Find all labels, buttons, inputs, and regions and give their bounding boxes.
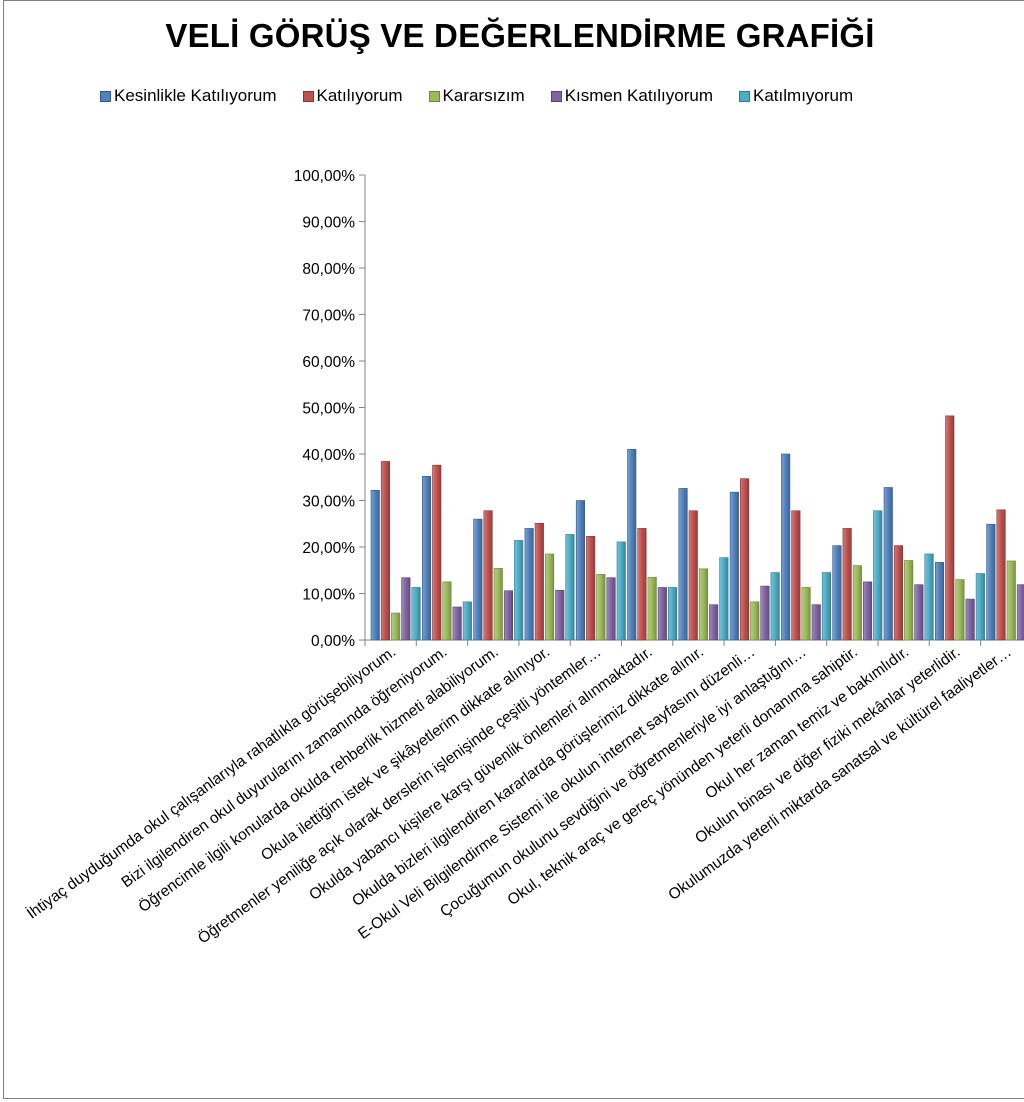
bar xyxy=(719,557,729,641)
bar xyxy=(770,572,780,641)
bar xyxy=(442,581,452,641)
bar xyxy=(401,577,411,641)
legend-swatch-3 xyxy=(428,90,440,102)
legend-item-5: Katılmıyorum xyxy=(739,86,853,106)
bar xyxy=(473,518,483,641)
bar xyxy=(862,581,873,641)
bar xyxy=(996,509,1006,641)
bar xyxy=(924,553,934,641)
bar xyxy=(811,604,821,641)
bar xyxy=(524,528,534,641)
bar xyxy=(380,461,391,641)
bar xyxy=(852,565,862,641)
bar xyxy=(821,572,832,641)
bar xyxy=(514,540,524,641)
bar xyxy=(750,601,760,641)
bar xyxy=(667,587,678,641)
legend-label-1: Kesinlikle Katılıyorum xyxy=(114,86,277,105)
bar xyxy=(657,587,667,641)
y-tick-label: 40,00% xyxy=(302,447,355,464)
bar xyxy=(904,560,914,641)
y-tick-label: 20,00% xyxy=(302,540,355,557)
bar xyxy=(462,601,472,641)
legend-swatch-5 xyxy=(739,90,751,102)
bar xyxy=(493,568,503,641)
chart-legend: Kesinlikle Katılıyorum Katılıyorum Karar… xyxy=(100,86,853,106)
bar xyxy=(616,541,626,641)
legend-item-3: Kararsızım xyxy=(428,86,525,106)
legend-label-3: Kararsızım xyxy=(442,86,525,105)
y-tick-label: 60,00% xyxy=(302,354,355,371)
bar xyxy=(586,536,596,641)
bar xyxy=(842,528,852,641)
legend-label-4: Kısmen Katılıyorum xyxy=(564,86,714,105)
legend-item-1: Kesinlikle Katılıyorum xyxy=(100,86,277,106)
bar xyxy=(801,587,811,641)
bar xyxy=(678,488,688,641)
y-tick-label: 70,00% xyxy=(302,308,355,325)
bar xyxy=(637,528,647,641)
bar xyxy=(955,579,965,641)
chart-title: VELİ GÖRÜŞ VE DEĞERLENDİRME GRAFİĞİ xyxy=(165,17,875,54)
bar xyxy=(709,604,719,641)
bar xyxy=(975,573,985,641)
legend-label-5: Katılmıyorum xyxy=(753,86,854,105)
legend-swatch-4 xyxy=(550,90,562,102)
bar xyxy=(883,487,893,641)
bar xyxy=(647,576,657,641)
legend-label-2: Katılıyorum xyxy=(316,86,403,105)
bar xyxy=(832,545,842,641)
bar xyxy=(986,523,996,641)
bar xyxy=(575,500,586,641)
bar xyxy=(432,464,442,641)
bar xyxy=(781,453,791,641)
bar xyxy=(606,577,616,641)
legend-swatch-2 xyxy=(302,90,314,102)
bar xyxy=(688,510,698,641)
bar xyxy=(411,587,421,641)
bar xyxy=(555,589,565,641)
bar xyxy=(565,534,575,641)
bar xyxy=(893,545,904,641)
bar xyxy=(503,590,514,641)
legend-item-4: Kısmen Katılıyorum xyxy=(550,86,714,106)
bar xyxy=(965,598,975,641)
y-tick-label: 90,00% xyxy=(302,215,355,232)
bar xyxy=(596,574,606,641)
legend-swatch-1 xyxy=(100,90,111,102)
bar xyxy=(452,606,462,641)
bar xyxy=(760,585,770,641)
bar xyxy=(421,476,432,641)
bar xyxy=(627,449,637,641)
y-tick-label: 50,00% xyxy=(302,401,355,418)
bar xyxy=(934,562,945,641)
y-tick-label: 100,00% xyxy=(294,168,355,185)
bar xyxy=(873,510,883,641)
bar xyxy=(370,489,380,641)
legend-item-2: Katılıyorum xyxy=(302,86,403,106)
bar xyxy=(391,612,401,641)
bar xyxy=(698,568,709,641)
y-tick-label: 10,00% xyxy=(302,587,355,604)
bar xyxy=(945,415,955,641)
bar xyxy=(739,478,750,641)
bar xyxy=(1016,584,1024,641)
bar xyxy=(729,491,739,641)
y-tick-label: 30,00% xyxy=(302,494,355,511)
y-tick-label: 80,00% xyxy=(302,261,355,278)
bar xyxy=(544,553,555,641)
bar xyxy=(534,522,544,641)
bar xyxy=(914,584,924,641)
y-tick-label: 0,00% xyxy=(311,633,355,650)
bar xyxy=(483,510,493,641)
chart-frame xyxy=(3,0,1024,1099)
bar xyxy=(791,510,801,641)
bar xyxy=(1006,560,1016,641)
